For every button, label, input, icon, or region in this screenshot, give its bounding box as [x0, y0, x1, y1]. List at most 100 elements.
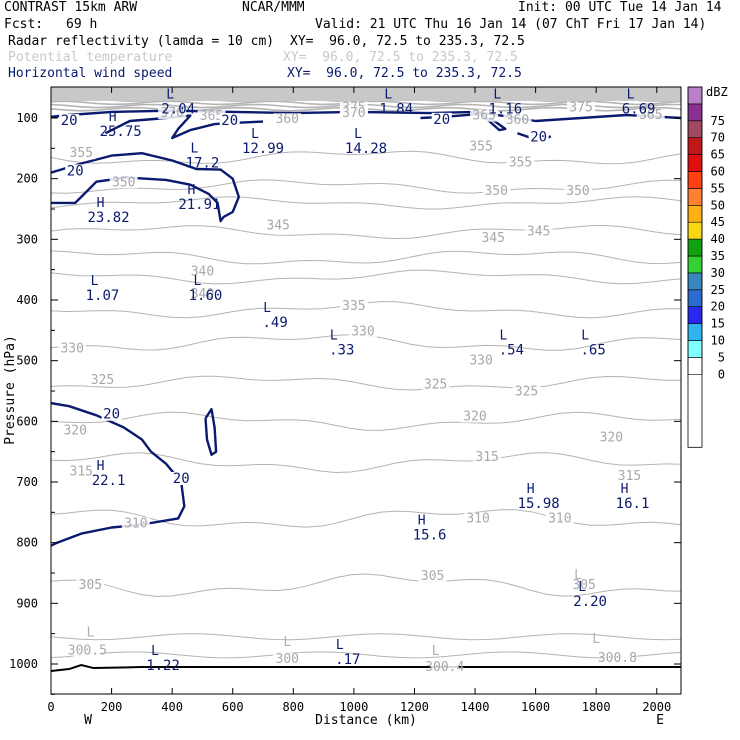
y-axis-label: Pressure (hPa)	[3, 335, 18, 445]
theta-label: 315	[70, 465, 93, 480]
theta-contour	[51, 196, 681, 210]
theta-contour	[51, 150, 681, 165]
wind-extremum-value: 1.16	[488, 102, 522, 118]
theta-dense-band	[51, 87, 681, 101]
theta-label-bg	[67, 465, 96, 478]
theta-label: 300	[276, 652, 299, 667]
wind-extremum-type: L	[493, 88, 501, 103]
theta-contour	[51, 452, 681, 474]
theta-extremum: L	[283, 635, 291, 650]
y-tick-label: 300	[16, 232, 38, 246]
wind-extremum-value: 17.2	[186, 156, 220, 172]
wind-labels: 20 20 2020202020L2.04L1.84L1.16L6.69H25.75…	[59, 88, 655, 674]
valid-time: Valid: 21 UTC Thu 16 Jan 14 (07 ChT Fri …	[315, 17, 707, 32]
wind-extremum-type: L	[151, 644, 159, 659]
theta-label: 325	[91, 373, 114, 388]
theta-label: 350	[566, 184, 589, 199]
wind-label: 20	[433, 112, 450, 128]
colorbar-segment	[687, 255, 703, 274]
theta-label-bg	[506, 156, 535, 169]
theta-contour	[51, 411, 681, 431]
wind-extremum-type: H	[187, 183, 195, 198]
theta-label: 305	[572, 578, 595, 593]
theta-label-bg	[503, 113, 532, 126]
theta-label-bg	[158, 107, 187, 120]
colorbar-tick-label: 70	[711, 131, 725, 145]
wind-extremum-value: 1.22	[146, 658, 180, 674]
x-tick-label: 600	[222, 700, 244, 714]
theta-label-bg	[524, 225, 553, 238]
colorbar-segment	[687, 120, 703, 139]
wind-contour-lower-jet	[51, 152, 240, 223]
colorbar-segment	[687, 137, 703, 155]
theta-label: 355	[469, 140, 492, 155]
theta-label: 355	[509, 155, 532, 170]
axes: 0 200 400 600 800 1000 1200 1400 1600 1800 2000 100…	[3, 87, 681, 728]
wind-extremum-type: L	[330, 328, 338, 343]
theta-label: 330	[60, 342, 83, 357]
wind-label: 20	[67, 163, 84, 179]
theta-label: 350	[112, 175, 135, 190]
theta-label: 370	[342, 106, 365, 121]
theta-label: 305	[421, 569, 444, 584]
theta-label-bg	[545, 512, 574, 525]
theta-contour-upper	[51, 100, 681, 106]
wind-extremum-value: 14.28	[345, 141, 387, 157]
theta-label: 335	[342, 299, 365, 314]
colorbar-segment	[687, 205, 703, 223]
theta-label: 345	[266, 218, 289, 233]
theta-label: 310	[466, 511, 489, 526]
theta-label: 315	[618, 469, 641, 484]
theta-label-bg	[421, 378, 450, 391]
colorbar-segment	[687, 357, 703, 375]
theta-label: 350	[484, 184, 507, 199]
y-tick-label: 100	[16, 111, 38, 125]
colorbar: 0 5 10 15 20 25 30 35 40 45 50 55 60 65 70 75 dBZ	[687, 85, 728, 448]
theta-label-bg	[636, 109, 665, 121]
theta-label-bg	[264, 219, 293, 232]
x-tick-label: 1800	[582, 700, 611, 714]
theta-label: 320	[600, 431, 623, 446]
wind-extremum-type: L	[194, 274, 202, 289]
theta-label-bg	[512, 385, 541, 398]
theta-label-bg	[603, 651, 632, 664]
wind-extremum-type: L	[191, 142, 199, 157]
colorbar-unit: dBZ	[706, 85, 728, 99]
wind-extremum-value: 12.99	[242, 141, 284, 157]
colorbar-segment	[687, 221, 703, 240]
colorbar-tick-label: 35	[711, 249, 725, 263]
x-axis-label: Distance (km)	[315, 713, 417, 728]
wind-extremum-value: .17	[335, 652, 360, 668]
x-tick-label: 400	[161, 700, 183, 714]
wind-extremum-type: H	[97, 459, 105, 474]
wind-extremum-type: L	[627, 88, 635, 103]
colorbar-segment	[687, 340, 703, 358]
theta-label-bg	[121, 517, 150, 530]
theta-label: 320	[63, 423, 86, 438]
theta-label-bg	[76, 579, 105, 592]
wind-extremum-type: L	[166, 88, 174, 103]
wind-extremum-type: H	[621, 482, 629, 497]
theta-label-bg	[188, 287, 217, 300]
theta-contour	[51, 269, 681, 285]
wind-extremum-type: L	[336, 638, 344, 653]
theta-contours	[51, 87, 681, 659]
colorbar-tick-label: 65	[711, 148, 725, 162]
east-label: E	[656, 713, 664, 728]
colorbar-tick-label: 40	[711, 232, 725, 246]
theta-label-bg	[273, 653, 302, 666]
colorbar-tick-label: 5	[718, 350, 725, 364]
wind-extremum-value: 6.69	[622, 102, 656, 118]
wind-extremum-value: 22.1	[92, 473, 126, 489]
theta-label: 360	[506, 113, 529, 128]
colorbar-tick-label: 30	[711, 266, 725, 280]
colorbar-segment	[687, 323, 703, 341]
wind-label-bg	[59, 114, 80, 128]
theta-contour	[51, 509, 681, 528]
field-theta-xy: XY= 96.0, 72.5 to 235.3, 72.5	[283, 50, 518, 65]
wind-label: 20	[61, 113, 78, 129]
colorbar-segment	[687, 103, 703, 122]
theta-label-bg	[73, 644, 102, 657]
theta-label: 360	[276, 112, 299, 127]
